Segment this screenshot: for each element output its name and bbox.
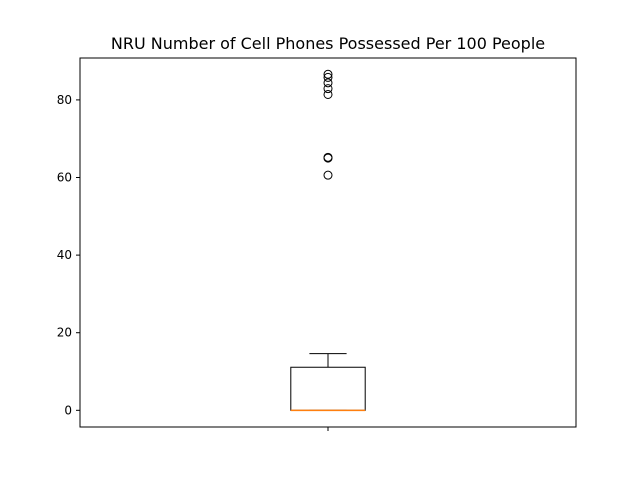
y-tick-label: 0: [64, 403, 72, 417]
outlier-point: [323, 69, 333, 79]
boxplot: [290, 69, 366, 412]
plot-area: [79, 57, 577, 428]
outlier-point: [323, 170, 333, 180]
y-tick-label: 20: [57, 326, 72, 340]
y-tick-label: 80: [57, 93, 72, 107]
outlier-point: [323, 78, 333, 88]
outlier-point: [323, 72, 333, 82]
outlier-point: [323, 152, 333, 162]
outlier-point: [323, 84, 333, 94]
y-tick-label: 60: [57, 171, 72, 185]
y-axis: 0 20 40 60 80: [57, 93, 80, 417]
outlier-point: [323, 89, 333, 99]
y-tick-label: 40: [57, 248, 72, 262]
chart-title: NRU Number of Cell Phones Possessed Per …: [111, 34, 545, 53]
